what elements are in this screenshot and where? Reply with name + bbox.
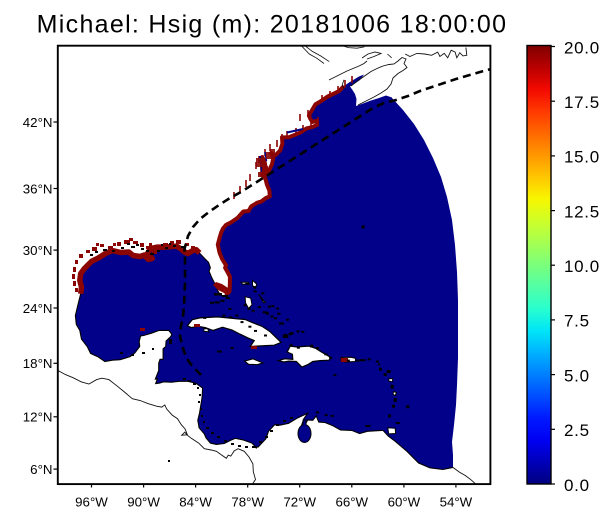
svg-text:0.0: 0.0 bbox=[564, 476, 590, 495]
svg-text:84°W: 84°W bbox=[179, 494, 212, 509]
svg-text:78°W: 78°W bbox=[231, 494, 264, 509]
svg-text:5.0: 5.0 bbox=[564, 366, 590, 385]
svg-text:36°N: 36°N bbox=[23, 181, 53, 196]
svg-text:12°N: 12°N bbox=[23, 410, 53, 425]
svg-text:30°N: 30°N bbox=[23, 243, 53, 258]
svg-text:12.5: 12.5 bbox=[564, 202, 600, 221]
svg-text:42°N: 42°N bbox=[23, 115, 53, 130]
svg-text:18°N: 18°N bbox=[23, 356, 53, 371]
svg-text:90°W: 90°W bbox=[127, 494, 160, 509]
svg-text:15.0: 15.0 bbox=[564, 148, 600, 167]
svg-text:60°W: 60°W bbox=[388, 494, 421, 509]
svg-text:54°W: 54°W bbox=[440, 494, 473, 509]
svg-text:17.5: 17.5 bbox=[564, 93, 600, 112]
svg-text:20.0: 20.0 bbox=[564, 38, 600, 57]
svg-text:96°W: 96°W bbox=[75, 494, 108, 509]
svg-text:6°N: 6°N bbox=[30, 462, 52, 477]
svg-text:24°N: 24°N bbox=[23, 301, 53, 316]
svg-text:66°W: 66°W bbox=[335, 494, 368, 509]
svg-text:Michael: Hsig (m): 20181006 18: Michael: Hsig (m): 20181006 18:00:00 bbox=[37, 11, 508, 39]
svg-text:7.5: 7.5 bbox=[564, 312, 590, 331]
svg-text:10.0: 10.0 bbox=[564, 257, 600, 276]
svg-text:72°W: 72°W bbox=[283, 494, 316, 509]
svg-text:2.5: 2.5 bbox=[564, 421, 590, 440]
